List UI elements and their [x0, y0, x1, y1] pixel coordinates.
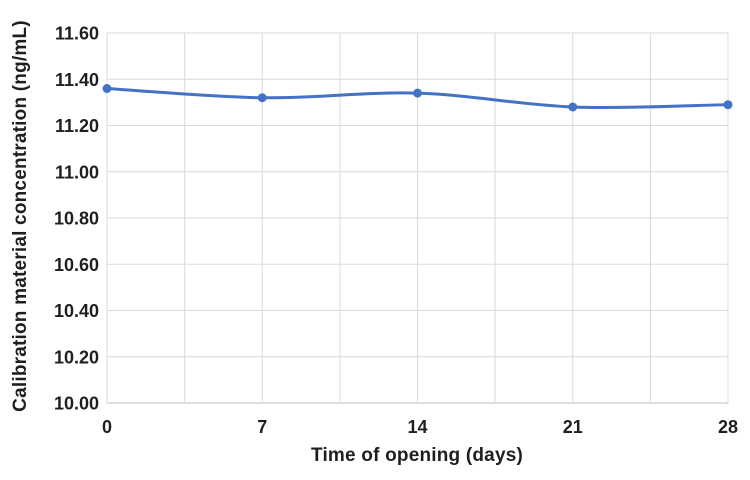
- x-tick-label: 7: [257, 417, 267, 437]
- x-tick-label: 21: [563, 417, 583, 437]
- y-tick-label: 10.40: [54, 301, 99, 321]
- x-tick-label: 28: [718, 417, 738, 437]
- y-tick-label: 11.40: [55, 70, 99, 90]
- data-point: [568, 102, 578, 112]
- y-tick-label: 10.00: [54, 394, 99, 414]
- x-tick-label: 0: [102, 417, 112, 437]
- x-tick-label: 14: [407, 417, 427, 437]
- data-point: [723, 100, 733, 110]
- data-point: [257, 93, 267, 103]
- y-tick-label: 10.80: [54, 209, 99, 229]
- y-tick-label: 11.60: [55, 24, 99, 44]
- y-tick-label: 10.20: [54, 347, 99, 367]
- data-point: [102, 84, 112, 93]
- y-tick-label: 11.00: [55, 162, 99, 182]
- y-tick-label: 10.60: [54, 255, 99, 275]
- y-axis-title: Calibration material concentration (ng/m…: [10, 20, 31, 412]
- y-tick-label: 11.20: [55, 116, 99, 136]
- x-axis-title: Time of opening (days): [310, 445, 524, 466]
- data-point: [413, 88, 422, 98]
